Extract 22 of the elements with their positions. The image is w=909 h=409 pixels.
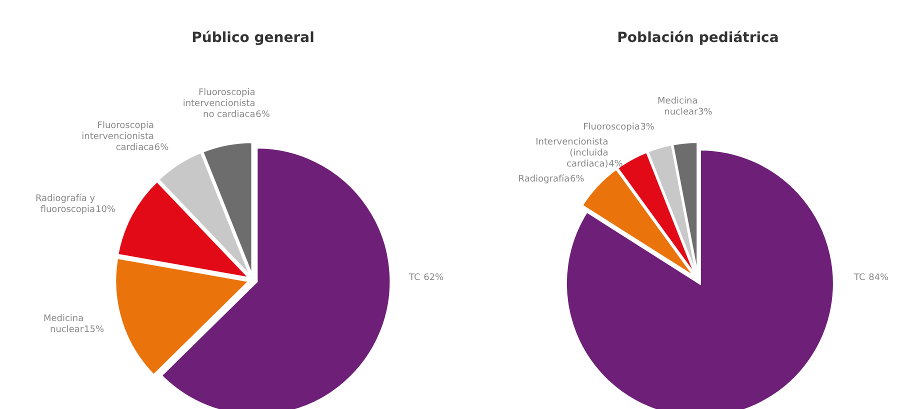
slice-label: Fluoroscopia [583,122,640,133]
slice-label: Medicina nuclear [658,96,698,118]
data-label: 84% [868,273,890,283]
chart-title: Población pediátrica [617,30,779,46]
data-label: 6% [570,174,585,185]
data-label: 62% [424,273,444,283]
slice-label: Radiografía y fluoroscopia [36,192,96,215]
slice-label: Medicina nuclear [43,314,84,335]
data-label: 10% [95,204,116,215]
slice-label: TC [853,273,866,283]
data-label: 3% [698,108,713,118]
slice-label: TC [408,273,420,283]
data-label: 4% [608,160,624,170]
data-label: 15% [84,324,104,335]
slice-label: Fluoroscopia intervencionista cardiaca [82,120,154,153]
slice-label: Intervencionista (incluida cardiaca) [536,138,608,170]
data-label: 6% [154,142,170,153]
slice-label: Radiografía [518,174,570,185]
chart-title: Público general [192,30,314,46]
data-label: 3% [640,122,655,133]
slice-label: Fluoroscopia intervencionista no cardiaca [182,88,256,120]
data-label: 6% [256,110,270,120]
